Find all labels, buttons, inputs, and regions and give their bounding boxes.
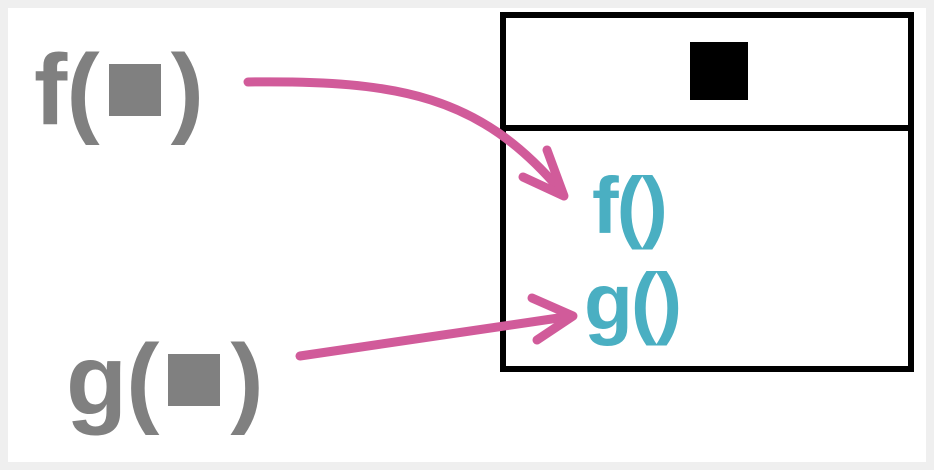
class-header xyxy=(506,18,908,131)
arrow-g-shaft xyxy=(295,311,577,361)
class-box: f() g() xyxy=(500,12,914,372)
call-g-open-paren: ( xyxy=(126,324,159,436)
call-g-name: g xyxy=(66,324,127,436)
call-f-open-paren: ( xyxy=(66,34,99,146)
call-f-close-paren: ) xyxy=(170,34,204,146)
call-g: g ( ) xyxy=(66,324,264,436)
arrow-g xyxy=(295,293,578,361)
arrow-f-head xyxy=(518,145,569,201)
call-g-close-paren: ) xyxy=(230,324,263,436)
call-f: f ( ) xyxy=(34,34,204,146)
diagram-canvas xyxy=(8,8,926,462)
arrow-f xyxy=(243,77,569,201)
call-f-argument-square xyxy=(108,64,161,116)
arrow-g-head xyxy=(527,293,578,345)
call-f-name: f xyxy=(34,34,67,146)
method-g-label: g() xyxy=(584,257,682,346)
arrow-f-shaft xyxy=(243,77,565,195)
method-f-label: f() xyxy=(592,161,668,250)
class-header-square xyxy=(690,42,748,100)
call-g-argument-square xyxy=(168,354,221,406)
